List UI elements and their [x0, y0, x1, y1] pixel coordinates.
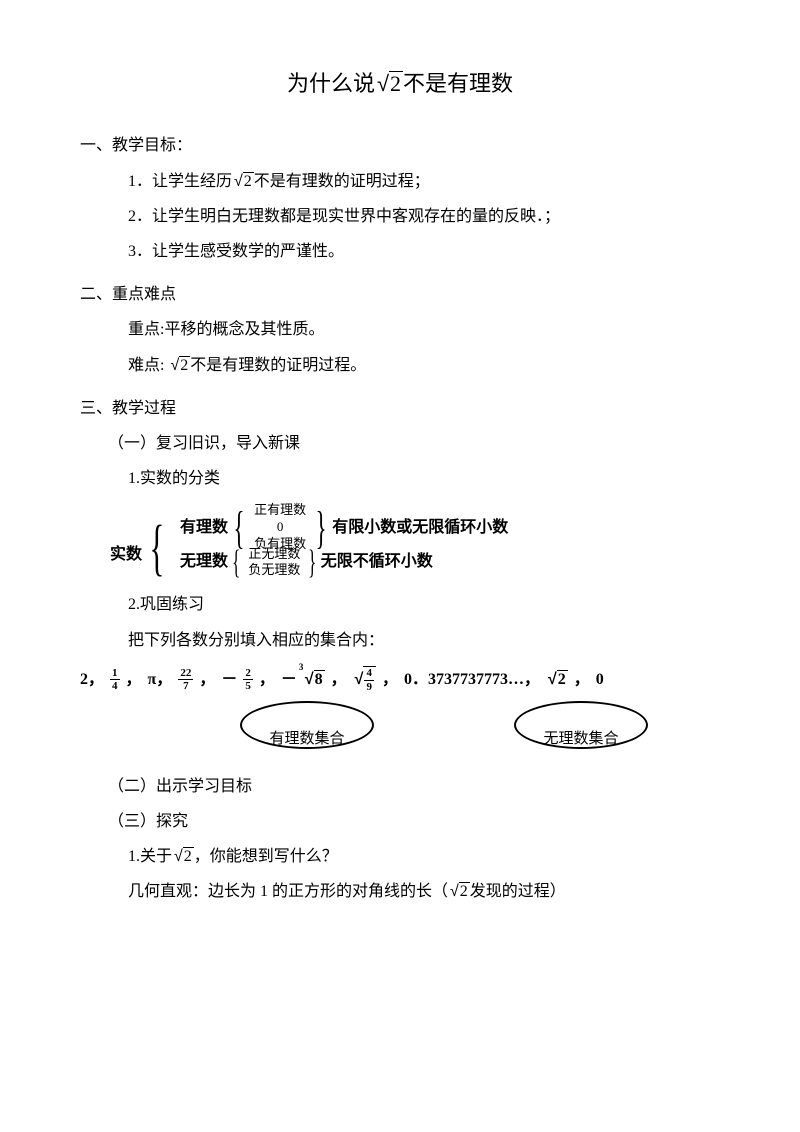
sqrt-icon: 2: [168, 348, 190, 383]
pos-rational: 正有理数: [254, 502, 306, 519]
part-3: （三）探究: [80, 804, 720, 839]
key-point: 重点:平移的概念及其性质。: [80, 312, 720, 347]
section-2-heading: 二、重点难点: [80, 277, 720, 312]
part-3-2: 几何直观：边长为 1 的正方形的对角线的长（2发现的过程）: [80, 874, 720, 909]
goal-1-pre: 1．让学生经历: [128, 173, 232, 190]
irrational-set-label: 无理数集合: [514, 723, 648, 756]
part-1-2: 2.巩固练习: [80, 587, 720, 622]
page-title: 为什么说2不是有理数: [80, 60, 720, 108]
p3-1-post: ，你能想到写什么？: [194, 848, 338, 865]
sqrt-icon: 2: [448, 874, 470, 909]
section-3-heading: 三、教学过程: [80, 391, 720, 426]
real-label: 实数: [110, 537, 142, 572]
num-2: 2，: [80, 662, 104, 697]
goal-1: 1．让学生经历2不是有理数的证明过程；: [80, 164, 720, 199]
frac-22-7: 227: [178, 667, 193, 692]
sqrt-icon: 2: [172, 839, 194, 874]
brace-icon: { 正无理数 负无理数 }: [228, 544, 321, 579]
comma: ，: [259, 662, 275, 697]
part-2: （二）出示学习目标: [80, 769, 720, 804]
difficult-point: 难点: 2不是有理数的证明过程。: [80, 348, 720, 383]
title-prefix: 为什么说: [287, 71, 375, 96]
zero-label: 0: [254, 519, 306, 536]
pos-irrational: 正无理数: [248, 546, 300, 563]
part-1: （一）复习旧识，导入新课: [80, 426, 720, 461]
frac-1-4: 14: [110, 667, 120, 692]
part-1-2-text: 把下列各数分别填入相应的集合内：: [80, 623, 720, 658]
section-1-heading: 一、教学目标：: [80, 128, 720, 163]
p3-2-post: 发现的过程）: [470, 883, 566, 900]
sqrt-icon: 2: [546, 662, 568, 697]
goal-2: 2．让学生明白无理数都是现实世界中客观存在的量的反映．；: [80, 199, 720, 234]
zero: 0: [596, 662, 604, 697]
sqrt-icon: 2: [232, 164, 254, 199]
rational-set-label: 有理数集合: [240, 723, 374, 756]
set-ovals: 有理数集合 无理数集合: [80, 701, 720, 749]
title-suffix: 不是有理数: [403, 71, 513, 96]
part-1-1: 1.实数的分类: [80, 461, 720, 496]
p3-1-pre: 1.关于: [128, 848, 172, 865]
irrational-label: 无理数: [180, 544, 228, 579]
irrational-set-oval: 无理数集合: [514, 701, 648, 749]
cuberoot-icon: 38: [303, 662, 325, 697]
rational-set-oval: 有理数集合: [240, 701, 374, 749]
sqrt-icon: 2: [375, 60, 403, 108]
frac-2-5: 25: [243, 667, 253, 692]
comma: ，: [382, 662, 398, 697]
rational-desc: 有限小数或无限循环小数: [332, 510, 508, 545]
comma: ，: [126, 662, 142, 697]
comma: ，: [199, 662, 215, 697]
number-list: 2， 14 ， π， 227 ， － 25 ， － 38 ， 49 ， 0．37…: [80, 662, 720, 697]
diff-pre: 难点:: [128, 357, 168, 374]
neg-irrational: 负无理数: [248, 562, 300, 579]
classification-diagram: 有理数 { 正有理数 0 负有理数 } 有限小数或无限循环小数 实数 { 无理数…: [80, 502, 720, 579]
comma: ，: [331, 662, 347, 697]
p3-2-pre: 几何直观：边长为 1 的正方形的对角线的长（: [128, 883, 448, 900]
goal-3: 3．让学生感受数学的严谨性。: [80, 234, 720, 269]
neg: －: [281, 662, 297, 697]
decimal: 0．3737737773…，: [404, 662, 540, 697]
irrational-desc: 无限不循环小数: [321, 544, 433, 579]
brace-icon: {: [142, 527, 172, 570]
pi: π，: [148, 662, 173, 697]
part-3-1: 1.关于2，你能想到写什么？: [80, 839, 720, 874]
neg: －: [221, 662, 237, 697]
rational-label: 有理数: [180, 510, 228, 545]
goal-1-post: 不是有理数的证明过程；: [254, 173, 430, 190]
diff-post: 不是有理数的证明过程。: [190, 357, 366, 374]
comma: ，: [574, 662, 590, 697]
sqrt-frac-icon: 49: [353, 662, 376, 697]
